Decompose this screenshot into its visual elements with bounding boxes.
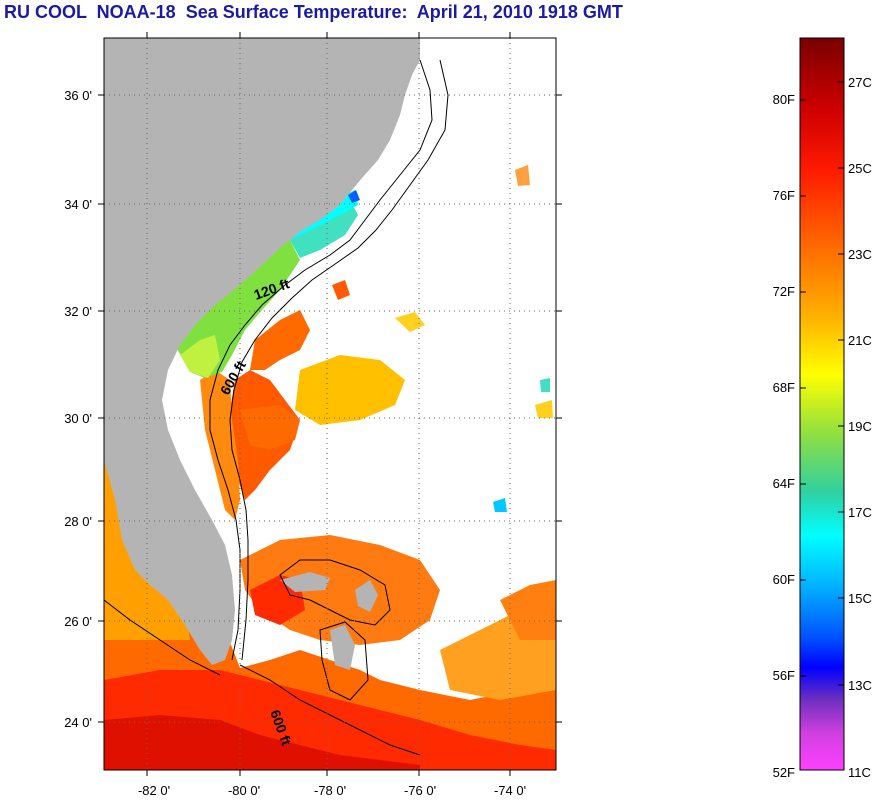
contour-120ft: [209, 59, 433, 661]
lat-label-28: 28 0': [64, 514, 92, 529]
offshore-orange-patch: [240, 405, 300, 450]
cb-f-label-80: 80F: [773, 92, 795, 107]
contour-bahamas-2: [319, 621, 369, 701]
cb-c-label-19: 19C: [848, 419, 872, 434]
cb-f-label-64: 64F: [773, 476, 795, 491]
lon-label-78: -78 0': [314, 783, 346, 798]
cb-c-label-15: 15C: [848, 591, 872, 606]
graticule: [104, 38, 556, 770]
offshore-cyan-spot: [493, 498, 507, 512]
cb-c-label-27: 27C: [848, 75, 872, 90]
depth-contours: [104, 59, 449, 756]
cb-c-label-13: 13C: [848, 678, 872, 693]
offshore-cyan-spot-2: [540, 378, 550, 392]
florida-straits-deep-red: [104, 715, 420, 770]
cb-c-label-23: 23C: [848, 247, 872, 262]
grand-bahama: [280, 572, 330, 592]
cb-f-label-60: 60F: [773, 572, 795, 587]
cape-fear-blue-patch: [348, 190, 360, 203]
lon-label-76: -76 0': [404, 783, 436, 798]
map-frame: [103, 37, 557, 771]
lat-label-34: 34 0': [64, 197, 92, 212]
colorbar-fahrenheit-labels: 80F 76F 72F 68F 64F 60F 56F 52F: [773, 92, 795, 780]
offshore-yellow-patch: [295, 355, 405, 425]
offshore-yellow-small: [395, 312, 425, 332]
colorbar-f-ticks: [800, 99, 806, 677]
lon-label-80: -80 0': [228, 783, 260, 798]
lon-label-82: -82 0': [138, 783, 170, 798]
map-title: RU COOL NOAA-18 Sea Surface Temperature:…: [4, 2, 623, 22]
contour-gulf: [104, 599, 221, 676]
map-content: 120 ft 600 ft 600 ft: [104, 38, 556, 770]
east-bahamas-orange: [500, 580, 556, 640]
cb-f-label-68: 68F: [773, 380, 795, 395]
cb-c-label-11: 11C: [848, 765, 871, 780]
contour-600ft: [229, 59, 449, 661]
cb-f-label-76: 76F: [773, 188, 795, 203]
lat-label-30: 30 0': [64, 411, 92, 426]
colorbar-celsius-labels: 27C 25C 23C 21C 19C 17C 15C 13C 11C: [848, 75, 872, 780]
tick-marks: [98, 32, 562, 776]
gulf-stream-mid: [250, 310, 310, 370]
longitude-labels: -82 0' -80 0' -78 0' -76 0' -74 0': [138, 783, 526, 798]
abaco-island: [355, 580, 378, 612]
us-southeast-land: [104, 38, 420, 665]
offshore-east-yellow: [535, 400, 553, 418]
lat-label-24: 24 0': [64, 715, 92, 730]
colorbar-gradient: [799, 37, 845, 771]
colorbar-c-ticks: [838, 81, 844, 686]
cb-f-label-52: 52F: [773, 765, 795, 780]
offshore-small-patch: [332, 280, 350, 300]
colorbar: 80F 76F 72F 68F 64F 60F 56F 52F 27C 25C …: [773, 37, 872, 780]
cb-c-label-25: 25C: [848, 161, 872, 176]
lat-label-26: 26 0': [64, 614, 92, 629]
land-layer: [104, 38, 420, 670]
shelf-yellowgreen-region: [180, 335, 220, 378]
latitude-labels: 36 0' 34 0' 32 0' 30 0' 28 0' 26 0' 24 0…: [64, 88, 92, 730]
cb-c-label-17: 17C: [848, 505, 872, 520]
lon-label-74: -74 0': [494, 783, 526, 798]
cb-c-label-21: 21C: [848, 333, 872, 348]
cb-f-label-56: 56F: [773, 668, 795, 683]
offshore-north-patch: [515, 165, 530, 186]
contour-bahamas: [279, 559, 391, 626]
cb-f-label-72: 72F: [773, 284, 795, 299]
lat-label-32: 32 0': [64, 304, 92, 319]
andros-island: [330, 625, 355, 670]
lat-label-36: 36 0': [64, 88, 92, 103]
contour-florida-straits: [239, 664, 421, 756]
